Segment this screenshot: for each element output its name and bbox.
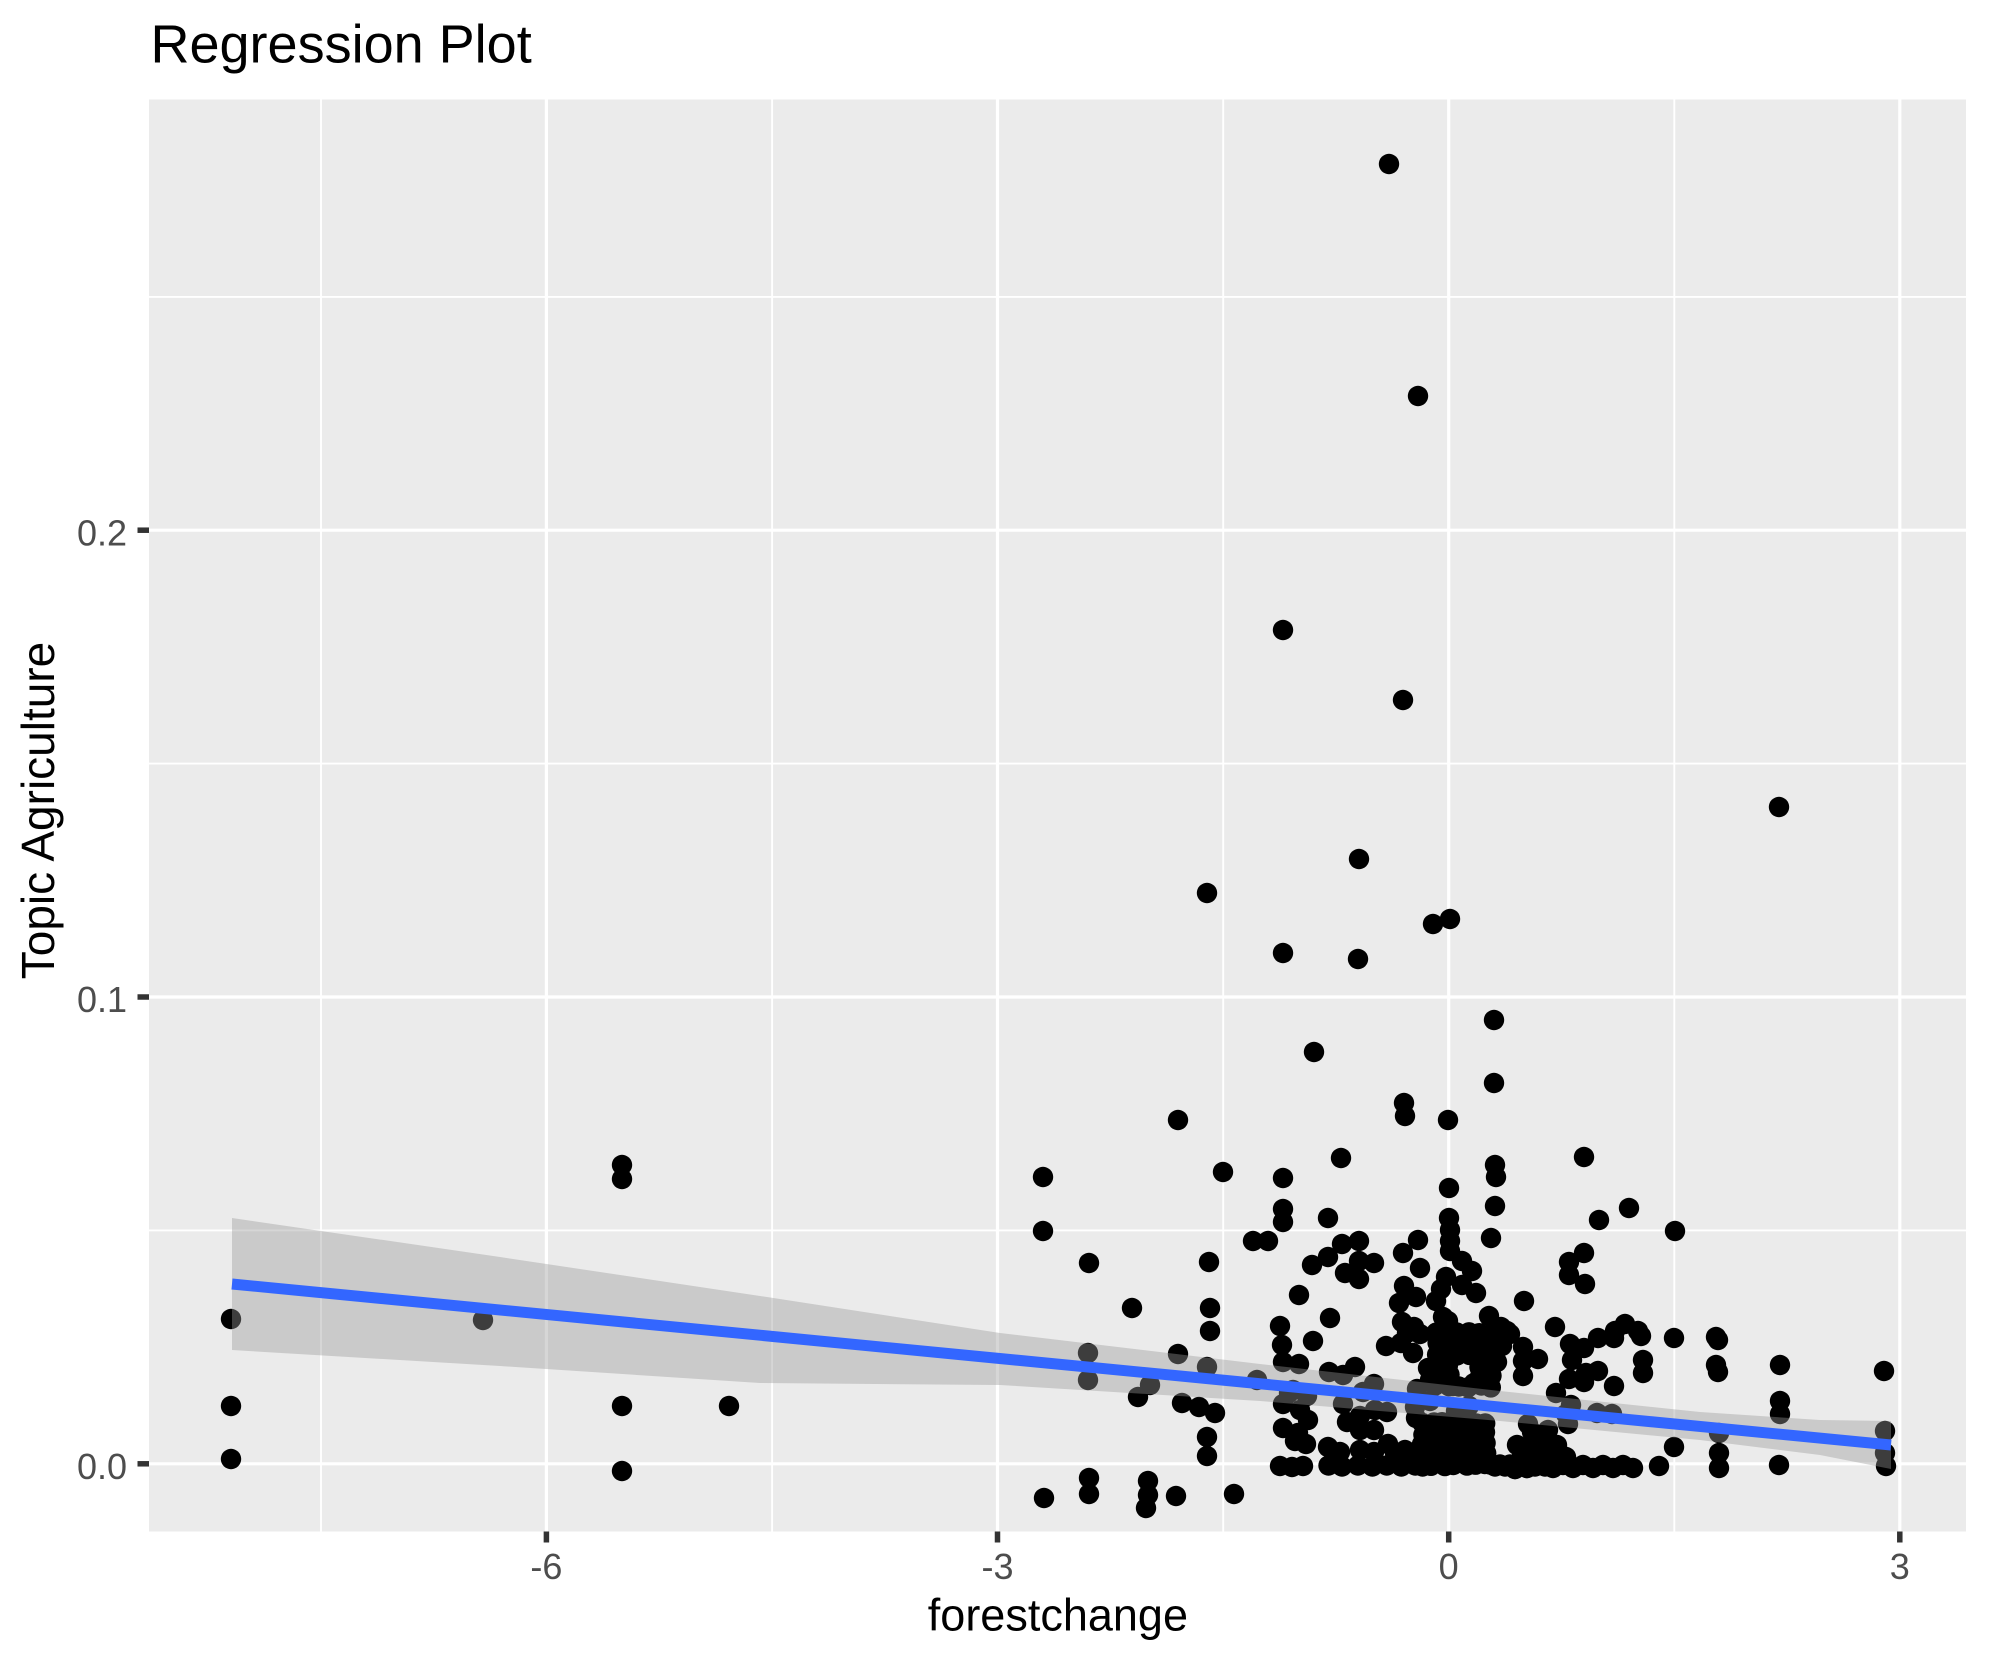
svg-text:Regression Plot: Regression Plot [151,15,532,75]
svg-text:3: 3 [1890,1546,1910,1587]
svg-text:0.0: 0.0 [77,1446,127,1487]
svg-text:-3: -3 [981,1546,1013,1587]
svg-text:Topic Agriculture: Topic Agriculture [12,642,64,980]
svg-text:-6: -6 [530,1546,562,1587]
svg-text:forestchange: forestchange [928,1590,1188,1641]
svg-text:0: 0 [1439,1546,1459,1587]
svg-text:0.2: 0.2 [77,512,127,553]
svg-text:0.1: 0.1 [77,979,127,1020]
